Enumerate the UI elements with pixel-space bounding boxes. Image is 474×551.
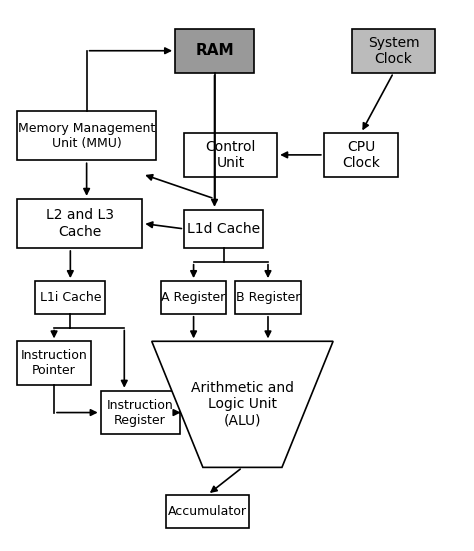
FancyBboxPatch shape [324,133,398,177]
FancyBboxPatch shape [161,281,226,314]
FancyBboxPatch shape [184,210,264,248]
Text: Memory Management
Unit (MMU): Memory Management Unit (MMU) [18,122,155,150]
Text: Arithmetic and
Logic Unit
(ALU): Arithmetic and Logic Unit (ALU) [191,381,294,428]
Text: Control
Unit: Control Unit [206,140,256,170]
Text: RAM: RAM [195,43,234,58]
Text: System
Clock: System Clock [368,36,419,66]
Text: CPU
Clock: CPU Clock [342,140,380,170]
Text: A Register: A Register [162,291,226,304]
Text: Accumulator: Accumulator [168,505,247,518]
Text: B Register: B Register [236,291,300,304]
Text: Instruction
Pointer: Instruction Pointer [21,349,87,377]
Polygon shape [152,341,333,467]
FancyBboxPatch shape [36,281,105,314]
FancyBboxPatch shape [17,111,156,160]
FancyBboxPatch shape [352,29,436,73]
FancyBboxPatch shape [166,495,249,528]
FancyBboxPatch shape [17,341,91,385]
FancyBboxPatch shape [236,281,301,314]
FancyBboxPatch shape [175,29,254,73]
Text: Instruction
Register: Instruction Register [107,398,173,426]
FancyBboxPatch shape [17,199,142,248]
Text: L1i Cache: L1i Cache [40,291,101,304]
Text: L1d Cache: L1d Cache [187,222,260,236]
FancyBboxPatch shape [184,133,277,177]
Text: L2 and L3
Cache: L2 and L3 Cache [46,208,114,239]
FancyBboxPatch shape [100,391,180,435]
